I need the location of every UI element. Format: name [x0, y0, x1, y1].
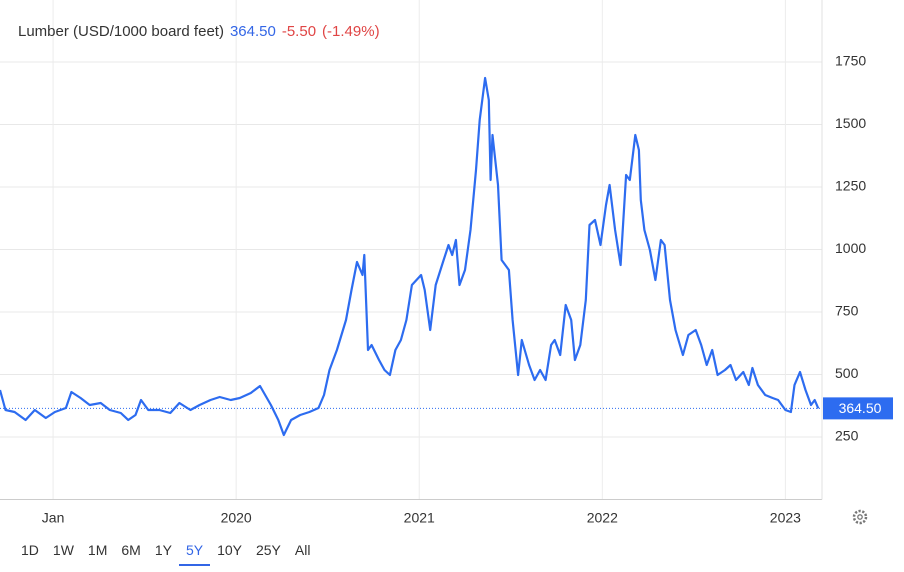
gear-inner: [857, 514, 863, 520]
range-button[interactable]: 5Y: [178, 540, 211, 566]
last-price-box: [823, 397, 893, 420]
chart-title: Lumber (USD/1000 board feet): [18, 23, 224, 40]
range-button[interactable]: 10Y: [217, 542, 242, 558]
range-button[interactable]: 1Y: [154, 542, 172, 558]
range-button[interactable]: 1D: [21, 542, 39, 558]
x-tick-label: Jan: [42, 510, 65, 526]
settings-icon[interactable]: [852, 509, 868, 525]
range-button[interactable]: 1W: [52, 542, 74, 558]
range-button[interactable]: 6M: [121, 542, 141, 558]
y-tick-label: 1750: [835, 53, 866, 69]
price-line: [0, 76, 820, 437]
x-tick-label: 2020: [221, 510, 252, 526]
last-price: 364.50: [229, 23, 276, 40]
range-button[interactable]: 1M: [87, 542, 108, 558]
y-tick-label: 250: [835, 428, 859, 444]
last-price-label: 364.50: [839, 400, 882, 416]
x-tick-label: 2021: [404, 510, 435, 526]
y-tick-label: 500: [835, 365, 859, 381]
percent-change: (-1.49%): [322, 23, 380, 40]
x-tick-label: 2023: [770, 510, 801, 526]
y-tick-label: 1500: [835, 115, 866, 131]
range-button[interactable]: 25Y: [255, 542, 281, 558]
y-tick-label: 1250: [835, 178, 866, 194]
y-tick-label: 750: [835, 303, 859, 319]
header: Lumber (USD/1000 board feet) 364.50 -5.50 (…: [18, 23, 386, 40]
price-change: -5.50: [281, 23, 317, 40]
range-button[interactable]: All: [294, 542, 311, 558]
x-tick-label: 2022: [587, 510, 618, 526]
y-tick-label: 1000: [835, 240, 866, 256]
range-buttons: 1D 1W 1M 6M 1Y 5Y 10Y 25Y All: [14, 540, 317, 566]
gear-outer: [852, 509, 868, 525]
